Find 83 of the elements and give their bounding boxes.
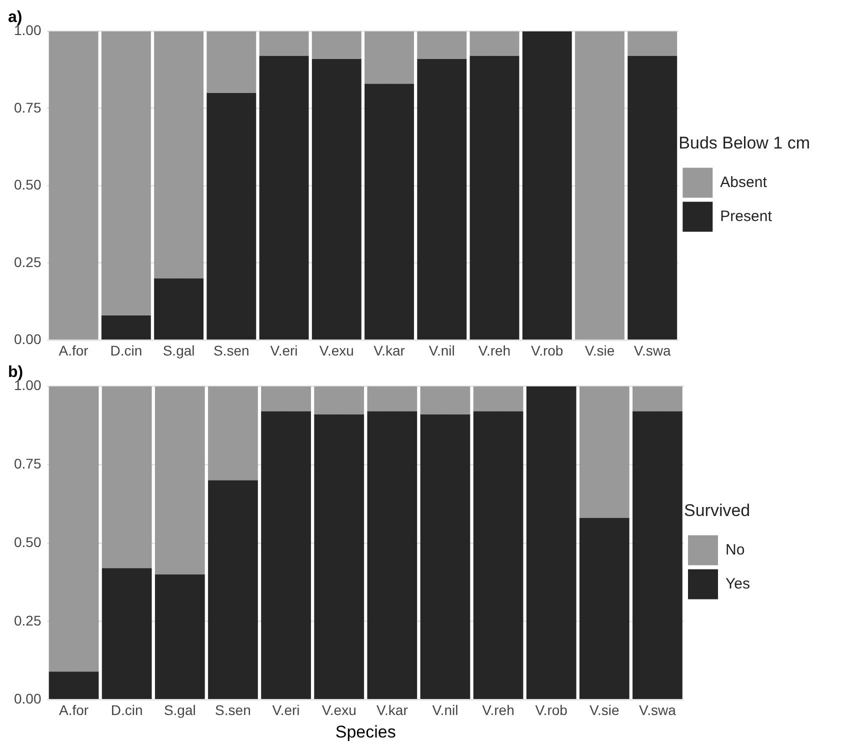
x-tick-label: V.rob — [531, 342, 564, 358]
bar — [364, 84, 414, 340]
bar — [470, 56, 520, 340]
bar — [101, 31, 151, 316]
bar — [628, 31, 678, 56]
bar — [154, 278, 204, 340]
bar — [206, 93, 256, 340]
x-tick-label: V.exu — [319, 342, 354, 358]
bar — [48, 386, 99, 672]
y-tick-label: 0.25 — [14, 254, 42, 270]
bar — [367, 386, 418, 412]
y-tick-label: 0.00 — [14, 690, 42, 707]
x-tick-label: V.eri — [272, 702, 300, 718]
legend-label: Present — [720, 208, 773, 225]
bar — [314, 414, 364, 700]
x-tick-label: V.sie — [584, 342, 615, 358]
bar — [259, 56, 309, 340]
bar — [101, 315, 151, 340]
bar — [473, 411, 524, 700]
bar — [261, 386, 311, 412]
bar — [364, 31, 414, 84]
x-tick-label: A.for — [58, 702, 89, 718]
x-tick-label: V.exu — [322, 702, 356, 718]
y-tick-label: 0.50 — [14, 176, 42, 193]
y-tick-label: 0.00 — [14, 331, 42, 348]
bar — [579, 386, 630, 518]
bar — [154, 386, 205, 574]
y-tick-label: 0.75 — [14, 455, 42, 472]
x-tick-label: V.nil — [428, 342, 455, 358]
x-tick-label: S.gal — [162, 342, 195, 358]
bar — [208, 386, 258, 480]
x-tick-label: D.cin — [110, 702, 143, 718]
bar — [420, 414, 470, 700]
x-tick-label: V.kar — [376, 702, 408, 718]
x-tick-label: V.sie — [589, 702, 620, 718]
bar — [526, 386, 576, 700]
bar — [312, 31, 362, 60]
x-tick-label: V.swa — [634, 342, 671, 358]
bar — [48, 672, 99, 700]
bar — [420, 386, 470, 414]
bar — [632, 411, 682, 700]
bar — [259, 31, 309, 56]
bar — [417, 59, 467, 340]
bar — [632, 386, 682, 412]
bar — [628, 56, 678, 340]
x-tick-label: S.gal — [164, 702, 196, 718]
x-tick-label: V.reh — [482, 702, 514, 718]
bar — [154, 31, 204, 278]
bar — [522, 31, 572, 340]
legend-label: No — [726, 541, 745, 558]
x-tick-label: V.nil — [432, 702, 458, 718]
y-tick-label: 0.75 — [14, 99, 42, 116]
bar — [473, 386, 524, 412]
bar — [417, 31, 467, 60]
legend-title: Survived — [684, 500, 750, 520]
x-axis-title: Species — [335, 722, 396, 742]
x-tick-label: A.for — [58, 342, 89, 358]
bar — [206, 31, 256, 93]
bar — [470, 31, 520, 56]
bar — [314, 386, 364, 414]
x-tick-label: V.rob — [535, 702, 568, 718]
bar — [312, 59, 362, 340]
bar — [575, 31, 624, 340]
x-tick-label: S.sen — [215, 702, 251, 718]
y-tick-label: 0.25 — [14, 612, 42, 628]
legend-title: Buds Below 1 cm — [678, 133, 810, 152]
bar — [48, 31, 98, 340]
x-tick-label: D.cin — [110, 342, 142, 358]
bar — [367, 411, 418, 700]
bar — [102, 568, 152, 700]
legend-label: Yes — [726, 575, 750, 592]
bar — [261, 411, 311, 700]
bar — [102, 386, 152, 568]
x-tick-label: S.sen — [214, 342, 250, 358]
x-tick-label: V.swa — [639, 702, 676, 718]
x-tick-label: V.kar — [374, 342, 406, 358]
x-tick-label: V.reh — [478, 342, 511, 358]
bar — [579, 518, 630, 700]
y-tick-label: 0.50 — [14, 534, 42, 550]
x-tick-label: V.eri — [270, 342, 298, 358]
bar — [154, 574, 205, 700]
bar — [208, 480, 258, 700]
legend-label: Absent — [720, 174, 768, 191]
